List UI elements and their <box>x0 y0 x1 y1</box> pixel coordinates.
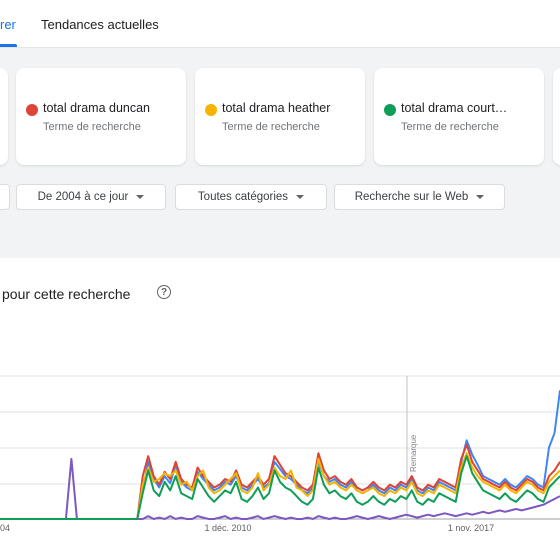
series-color-dot <box>384 104 396 116</box>
panel-title: pour cette recherche <box>2 286 131 302</box>
series-line <box>0 390 560 520</box>
dropdown-caret-icon <box>476 195 485 199</box>
tab-trending-now[interactable]: Tendances actuelles <box>41 17 159 32</box>
interest-over-time-panel <box>0 260 560 560</box>
search-term-label: total drama duncan <box>43 101 151 115</box>
search-term-card-partial[interactable] <box>0 68 8 165</box>
series-color-dot <box>205 104 217 116</box>
series-color-dot <box>26 104 38 116</box>
search-term-card-courtney[interactable]: total drama court… Terme de recherche <box>374 68 544 165</box>
series-line <box>0 455 560 520</box>
search-type-filter[interactable]: Recherche sur le Web <box>334 184 505 210</box>
period-filter[interactable]: De 2004 à ce jour <box>16 184 166 210</box>
top-navigation: rer Tendances actuelles <box>0 0 560 48</box>
active-tab-indicator <box>0 44 17 47</box>
search-term-card-heather[interactable]: total drama heather Terme de recherche <box>195 68 365 165</box>
region-filter-partial[interactable] <box>0 184 10 210</box>
search-term-type: Terme de recherche <box>222 121 320 133</box>
search-term-type: Terme de recherche <box>401 121 499 133</box>
help-circle-icon[interactable]: ? <box>157 285 171 299</box>
x-tick-label: 04 <box>0 523 10 533</box>
period-filter-label: De 2004 à ce jour <box>37 191 129 203</box>
add-term-card-partial[interactable] <box>553 68 560 165</box>
x-tick-label: 1 nov. 2017 <box>448 523 494 533</box>
search-term-label: total drama heather <box>222 101 331 115</box>
search-term-type: Terme de recherche <box>43 121 141 133</box>
annotation-label: Remarque <box>409 434 418 472</box>
tab-explore[interactable]: rer <box>0 17 16 32</box>
search-type-filter-label: Recherche sur le Web <box>354 191 469 203</box>
dropdown-caret-icon <box>136 195 145 199</box>
interest-over-time-chart: Remarque 04 1 déc. 2010 1 nov. 2017 <box>0 375 560 533</box>
category-filter[interactable]: Toutes catégories <box>175 184 327 210</box>
dropdown-caret-icon <box>296 195 305 199</box>
search-term-label: total drama court… <box>401 101 508 115</box>
category-filter-label: Toutes catégories <box>197 191 289 203</box>
search-term-card-duncan[interactable]: total drama duncan Terme de recherche <box>16 68 186 165</box>
x-tick-label: 1 déc. 2010 <box>204 523 251 533</box>
